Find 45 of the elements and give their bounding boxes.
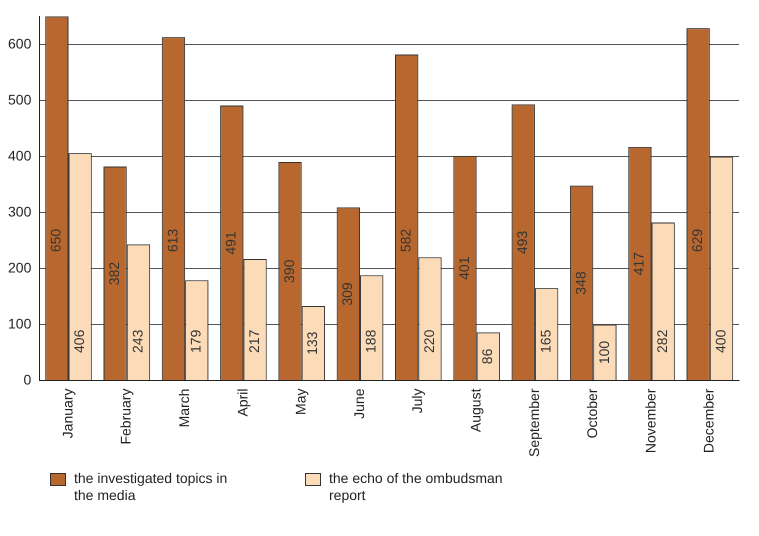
data-label: 309: [339, 282, 356, 306]
data-label: 86: [479, 348, 496, 364]
data-label: 417: [630, 252, 647, 276]
x-tick-label: April: [234, 388, 250, 417]
data-label: 217: [246, 329, 262, 353]
data-label: 390: [280, 259, 297, 283]
y-tick-label: 400: [8, 147, 32, 164]
x-tick-label: November: [642, 388, 658, 454]
data-label: 133: [304, 331, 320, 355]
x-tick-label: February: [118, 388, 134, 445]
x-tick-label: January: [59, 388, 76, 438]
data-label: 348: [572, 271, 588, 295]
data-label: 382: [106, 262, 122, 286]
data-label: 401: [456, 256, 472, 280]
data-label: 220: [420, 329, 437, 353]
y-tick-label: 0: [24, 371, 32, 388]
x-tick-label: May: [292, 388, 309, 415]
x-tick-label: July: [409, 388, 426, 414]
data-label: 493: [514, 230, 530, 254]
data-label: 165: [537, 329, 554, 353]
data-label: 179: [188, 329, 204, 353]
data-label: 100: [596, 340, 612, 364]
x-tick-label: October: [584, 388, 600, 438]
x-tick-label: December: [700, 388, 717, 454]
data-label: 188: [362, 329, 379, 353]
legend-label: the echo of the ombudsman report: [329, 470, 504, 504]
y-tick-label: 500: [8, 91, 32, 108]
data-label: 282: [654, 329, 670, 353]
y-tick-label: 100: [8, 315, 32, 332]
y-tick-label: 200: [8, 259, 32, 276]
x-tick-label: September: [526, 388, 542, 457]
y-tick-label: 300: [8, 203, 32, 220]
data-label: 243: [129, 329, 146, 353]
data-label: 650: [48, 228, 64, 252]
data-label: 491: [222, 231, 239, 255]
data-label: 400: [712, 329, 728, 353]
legend-label: the investigated topics in the media: [74, 470, 228, 504]
data-label: 629: [689, 228, 706, 252]
data-label: 613: [164, 228, 180, 252]
y-tick-label: 600: [8, 35, 32, 52]
x-tick-label: June: [350, 388, 367, 419]
x-tick-label: August: [467, 388, 484, 432]
x-tick-label: March: [176, 388, 192, 428]
data-label: 582: [398, 228, 414, 252]
data-label: 406: [71, 329, 88, 353]
